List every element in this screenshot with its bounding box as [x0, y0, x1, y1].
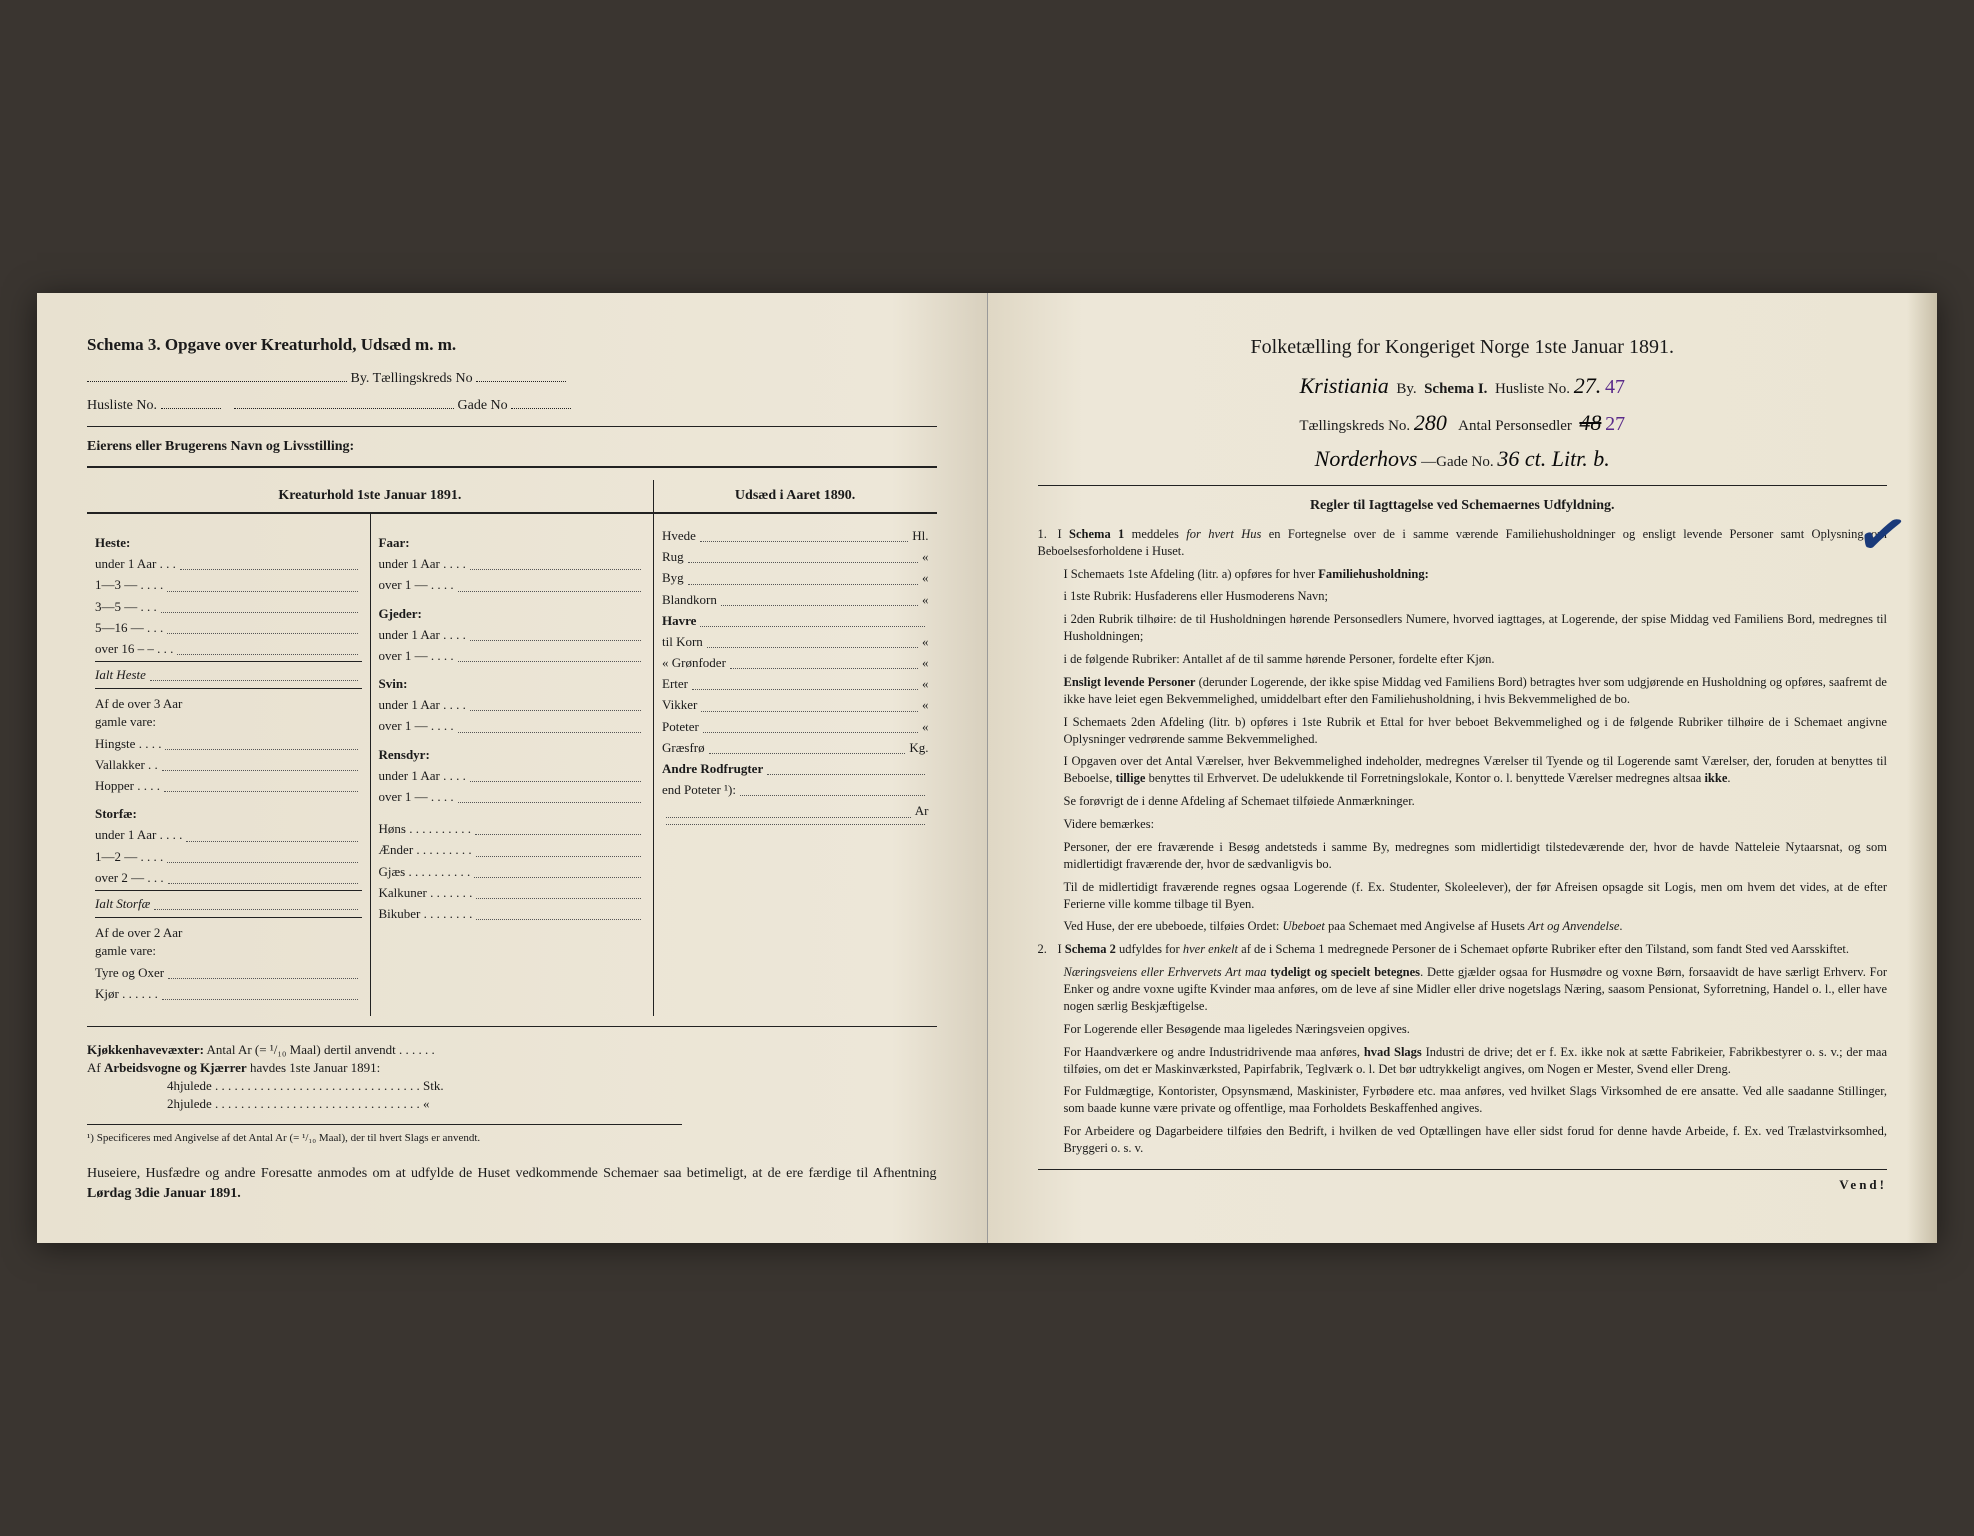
rule-paragraph: Til de midlertidigt fraværende regnes og…: [1038, 879, 1888, 913]
table-row: HvedeHl.: [662, 527, 929, 545]
table-row: Andre Rodfrugter: [662, 760, 929, 778]
right-head: Folketælling for Kongeriget Norge 1ste J…: [1038, 333, 1888, 361]
table-row: GræsfrøKg.: [662, 739, 929, 757]
city-line: Kristiania By. Schema I. Husliste No. 27…: [1038, 371, 1888, 402]
footnote: ¹) Specificeres med Angivelse af det Ant…: [87, 1124, 682, 1146]
table-row: Havre: [662, 612, 929, 630]
by-row: By. Tællingskreds No: [87, 369, 937, 389]
rule-paragraph: For Haandværkere og andre Industridriven…: [1038, 1044, 1888, 1078]
col-heads: Kreaturhold 1ste Januar 1891. Udsæd i Aa…: [87, 480, 937, 512]
table-row: under 1 Aar . . .: [95, 555, 362, 573]
livestock-table: Heste: under 1 Aar . . .1—3 — . . . .3—5…: [87, 512, 937, 1016]
col-heste: Heste: under 1 Aar . . .1—3 — . . . .3—5…: [87, 514, 370, 1016]
table-row: Vallakker . .: [95, 756, 362, 774]
table-row: end Poteter ¹):: [662, 781, 929, 799]
table-row: Høns . . . . . . . . . .: [379, 820, 646, 838]
table-row: « Grønfoder«: [662, 654, 929, 672]
rule-paragraph: Videre bemærkes:: [1038, 816, 1888, 833]
rules-body: 1.I Schema 1 meddeles for hvert Hus en F…: [1038, 526, 1888, 1157]
page-spread: Schema 3. Opgave over Kreaturhold, Udsæd…: [37, 293, 1937, 1243]
table-row: over 1 — . . . .: [379, 717, 646, 735]
rule-paragraph: 2.I Schema 2 udfyldes for hver enkelt af…: [1038, 941, 1888, 958]
table-row: Hopper . . . .: [95, 777, 362, 795]
table-row: over 1 — . . . .: [379, 788, 646, 806]
table-row: under 1 Aar . . . .: [95, 826, 362, 844]
hjul2: 2hjulede . . . . . . . . . . . . . . . .…: [87, 1095, 937, 1113]
husliste-row: Husliste No. Gade No: [87, 396, 937, 416]
table-row: Byg«: [662, 569, 929, 587]
rule-paragraph: Se forøvrigt de i denne Afdeling af Sche…: [1038, 793, 1888, 810]
left-page: Schema 3. Opgave over Kreaturhold, Udsæd…: [37, 293, 988, 1243]
rule-paragraph: For Logerende eller Besøgende maa ligele…: [1038, 1021, 1888, 1038]
rule-paragraph: Personer, der ere fraværende i Besøg and…: [1038, 839, 1888, 873]
table-row: Bikuber . . . . . . . .: [379, 905, 646, 923]
kjokken-line: Kjøkkenhavevæxter: Kjøkkenhavevæxter: An…: [87, 1041, 937, 1059]
rule-paragraph: I Opgaven over det Antal Værelser, hver …: [1038, 753, 1888, 787]
vend: Vend!: [1038, 1169, 1888, 1194]
rule-paragraph: I Schemaets 2den Afdeling (litr. b) opfø…: [1038, 714, 1888, 748]
arbeids-line: Af Arbeidsvogne og Kjærrer havdes 1ste J…: [87, 1059, 937, 1077]
rule-paragraph: i 2den Rubrik tilhøire: de til Husholdni…: [1038, 611, 1888, 645]
table-row: [662, 824, 929, 828]
rule-paragraph: For Arbeidere og Dagarbeidere tilføies d…: [1038, 1123, 1888, 1157]
table-row: under 1 Aar . . . .: [379, 555, 646, 573]
table-row: Ar: [662, 802, 929, 820]
table-row: under 1 Aar . . . .: [379, 626, 646, 644]
left-title: Schema 3. Opgave over Kreaturhold, Udsæd…: [87, 333, 937, 357]
table-row: over 16 – – . . .: [95, 640, 362, 658]
table-row: over 1 — . . . .: [379, 576, 646, 594]
owner-label: Eierens eller Brugerens Navn og Livsstil…: [87, 437, 937, 457]
right-page: Folketælling for Kongeriget Norge 1ste J…: [988, 293, 1938, 1243]
table-row: under 1 Aar . . . .: [379, 696, 646, 714]
table-row: Kjør . . . . . .: [95, 985, 362, 1003]
col-udsaed: HvedeHl. Rug« Byg« Blandkorn« Havre til Korn…: [653, 514, 937, 1016]
table-row: Gjæs . . . . . . . . . .: [379, 863, 646, 881]
rule-paragraph: 1.I Schema 1 meddeles for hvert Hus en F…: [1038, 526, 1888, 560]
rule-paragraph: For Fuldmægtige, Kontorister, Opsynsmænd…: [1038, 1083, 1888, 1117]
hjul4: 4hjulede . . . . . . . . . . . . . . . .…: [87, 1077, 937, 1095]
closing: Huseiere, Husfædre og andre Foresatte an…: [87, 1164, 937, 1203]
table-row: over 2 — . . .: [95, 869, 362, 887]
gade-line: Norderhovs —Gade No. 36 ct. Litr. b.: [1038, 444, 1888, 475]
table-row: over 1 — . . . .: [379, 647, 646, 665]
table-row: Ænder . . . . . . . . .: [379, 841, 646, 859]
table-row: 1—3 — . . . .: [95, 576, 362, 594]
rule-paragraph: Ved Huse, der ere ubeboede, tilføies Ord…: [1038, 918, 1888, 935]
table-row: Poteter«: [662, 718, 929, 736]
col-faar: Faar: under 1 Aar . . . .over 1 — . . . …: [370, 514, 654, 1016]
rule-paragraph: Næringsveiens eller Erhvervets Art maa t…: [1038, 964, 1888, 1015]
table-row: 5—16 — . . .: [95, 619, 362, 637]
table-row: Vikker«: [662, 696, 929, 714]
kreds-line: Tællingskreds No. 280 Antal Personsedler…: [1038, 408, 1888, 439]
table-row: til Korn«: [662, 633, 929, 651]
table-row: 1—2 — . . . .: [95, 848, 362, 866]
rule-paragraph: i 1ste Rubrik: Husfaderens eller Husmode…: [1038, 588, 1888, 605]
table-row: 3—5 — . . .: [95, 598, 362, 616]
rule-paragraph: I Schemaets 1ste Afdeling (litr. a) opfø…: [1038, 566, 1888, 583]
table-row: Blandkorn«: [662, 591, 929, 609]
rules-head: Regler til Iagttagelse ved Schemaernes U…: [1038, 485, 1888, 516]
table-row: Tyre og Oxer: [95, 964, 362, 982]
table-row: Erter«: [662, 675, 929, 693]
rule-paragraph: i de følgende Rubriker: Antallet af de t…: [1038, 651, 1888, 668]
rule-paragraph: Ensligt levende Personer (derunder Loger…: [1038, 674, 1888, 708]
table-row: Hingste . . . .: [95, 735, 362, 753]
table-row: under 1 Aar . . . .: [379, 767, 646, 785]
table-row: Kalkuner . . . . . . .: [379, 884, 646, 902]
table-row: Rug«: [662, 548, 929, 566]
